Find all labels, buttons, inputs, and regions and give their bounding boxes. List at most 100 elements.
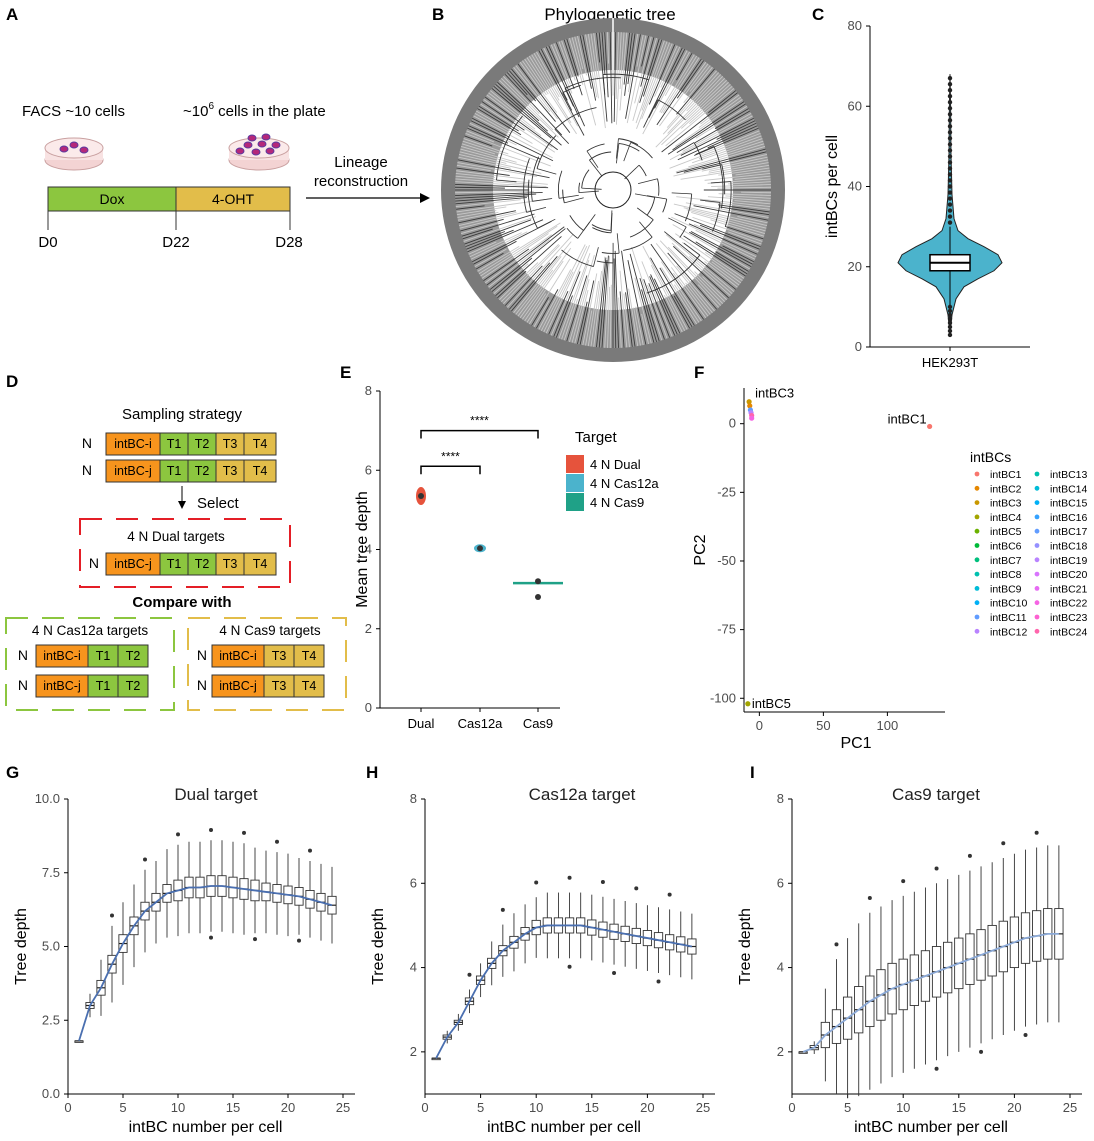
x-tick-label: 20 [281,1100,295,1115]
tree-branch [728,231,762,245]
tree-branch [650,274,678,335]
cas12a-j-t1: T1 [96,679,111,693]
panel-label-h: H [366,763,378,782]
tree-branch [634,36,652,104]
tree-stem [616,233,620,254]
tree-branch [459,151,507,164]
tree-arc [557,170,563,199]
tree-branch [689,256,733,294]
tree-branch [458,210,516,224]
fit-line [435,924,693,1059]
tree-branch [643,279,665,340]
lineage-label-1: Lineage [334,154,387,171]
chart-f: 0 -25 -50 -75 -100 0 50 100 PC2 PC1 intBC3 intBC1 in… [692,386,1088,752]
tree-branch [500,243,560,303]
cas9-i-t3: T3 [272,649,287,663]
tree-branch [499,262,539,301]
y-tick-label: 8 [777,791,784,806]
tree-branch [604,256,610,348]
tree-branch [634,277,652,344]
y-tick-label: 60 [848,98,862,113]
outlier-point [467,972,472,977]
tree-arc [623,236,653,251]
chart-title: Cas12a target [529,785,636,804]
tree-branch [456,205,485,210]
construct-j-t2: T2 [195,464,210,478]
legend-dot [1034,500,1040,505]
tree-branch [528,55,572,123]
tree-branch [675,99,743,147]
n-label-6: N [197,647,207,663]
tree-branch [462,228,493,240]
outlier-point [567,875,572,880]
x-axis-label: PC1 [840,735,871,752]
tree-branch [688,143,765,168]
tree-branch [661,92,738,153]
tree-branch [648,44,676,105]
n-label-1: N [82,435,92,451]
tree-branch [707,196,771,202]
tree-arc [564,77,621,89]
tree-branch [460,148,532,169]
tree-branch [619,32,625,90]
tree-branch [601,32,606,75]
tree-branch [641,43,673,120]
legend-label: intBC9 [990,583,1022,595]
tree-branch [677,122,757,161]
tree-arc [629,219,654,238]
tree-branch [692,216,763,242]
tree-branch [555,42,575,89]
tree-branch [455,186,505,189]
y-tick-label: 40 [848,179,862,194]
outlier-point [834,942,839,947]
tree-branch [513,241,572,314]
legend-dot [1034,528,1040,534]
tree-branch [694,127,759,156]
tree-branch [656,58,702,126]
panel-e: E 0 2 4 6 8 Mean tree depth Dual Cas12a Cas9 ****… [340,363,659,731]
tree-branch [524,58,549,95]
tree-branch [545,46,580,118]
tree-branch [674,213,761,248]
tree-branch [663,294,683,333]
tree-branch [685,79,727,121]
construct-dual-t3: T3 [223,557,238,571]
d22-label: D22 [162,234,190,251]
annotation-label: intBC5 [752,696,791,711]
tree-branch [601,255,609,348]
y-tick-label: 0 [855,339,862,354]
outlier-point [947,160,953,165]
tree-branch [710,219,765,237]
tree-branch [633,307,641,346]
legend-dot [1034,557,1040,563]
tree-branch [698,96,742,128]
construct-cas12a-j: intBC-j T1 T2 [35,674,149,698]
outlier-point [209,935,213,940]
tree-branch [649,276,676,336]
cas9-i-intbc: intBC-i [219,649,257,663]
tree-branch [474,248,507,267]
tree-branch [561,40,576,81]
x-tick-label: 100 [877,718,899,733]
tree-branch [596,32,601,63]
tree-branch [727,181,771,185]
legend-label: intBC5 [990,526,1022,538]
tree-branch [641,289,657,343]
y-tick-label: 7.5 [42,865,60,880]
tree-branch [711,261,742,284]
x-tick-label: 15 [585,1100,599,1115]
fit-line [802,932,1059,1053]
tree-stem [589,159,603,177]
tree-branch [469,122,517,146]
cas12a-dashed-box [5,617,175,711]
legend-dot [974,600,980,606]
tree-branch [473,115,553,159]
tree-branch [623,293,630,348]
legend-dot [1034,586,1040,591]
legend-dot [974,514,980,520]
tree-branch [650,264,686,331]
legend-dot [1034,600,1040,606]
outlier-point [947,324,953,330]
tree-branch [590,33,598,80]
construct-j-t4: T4 [253,464,268,478]
